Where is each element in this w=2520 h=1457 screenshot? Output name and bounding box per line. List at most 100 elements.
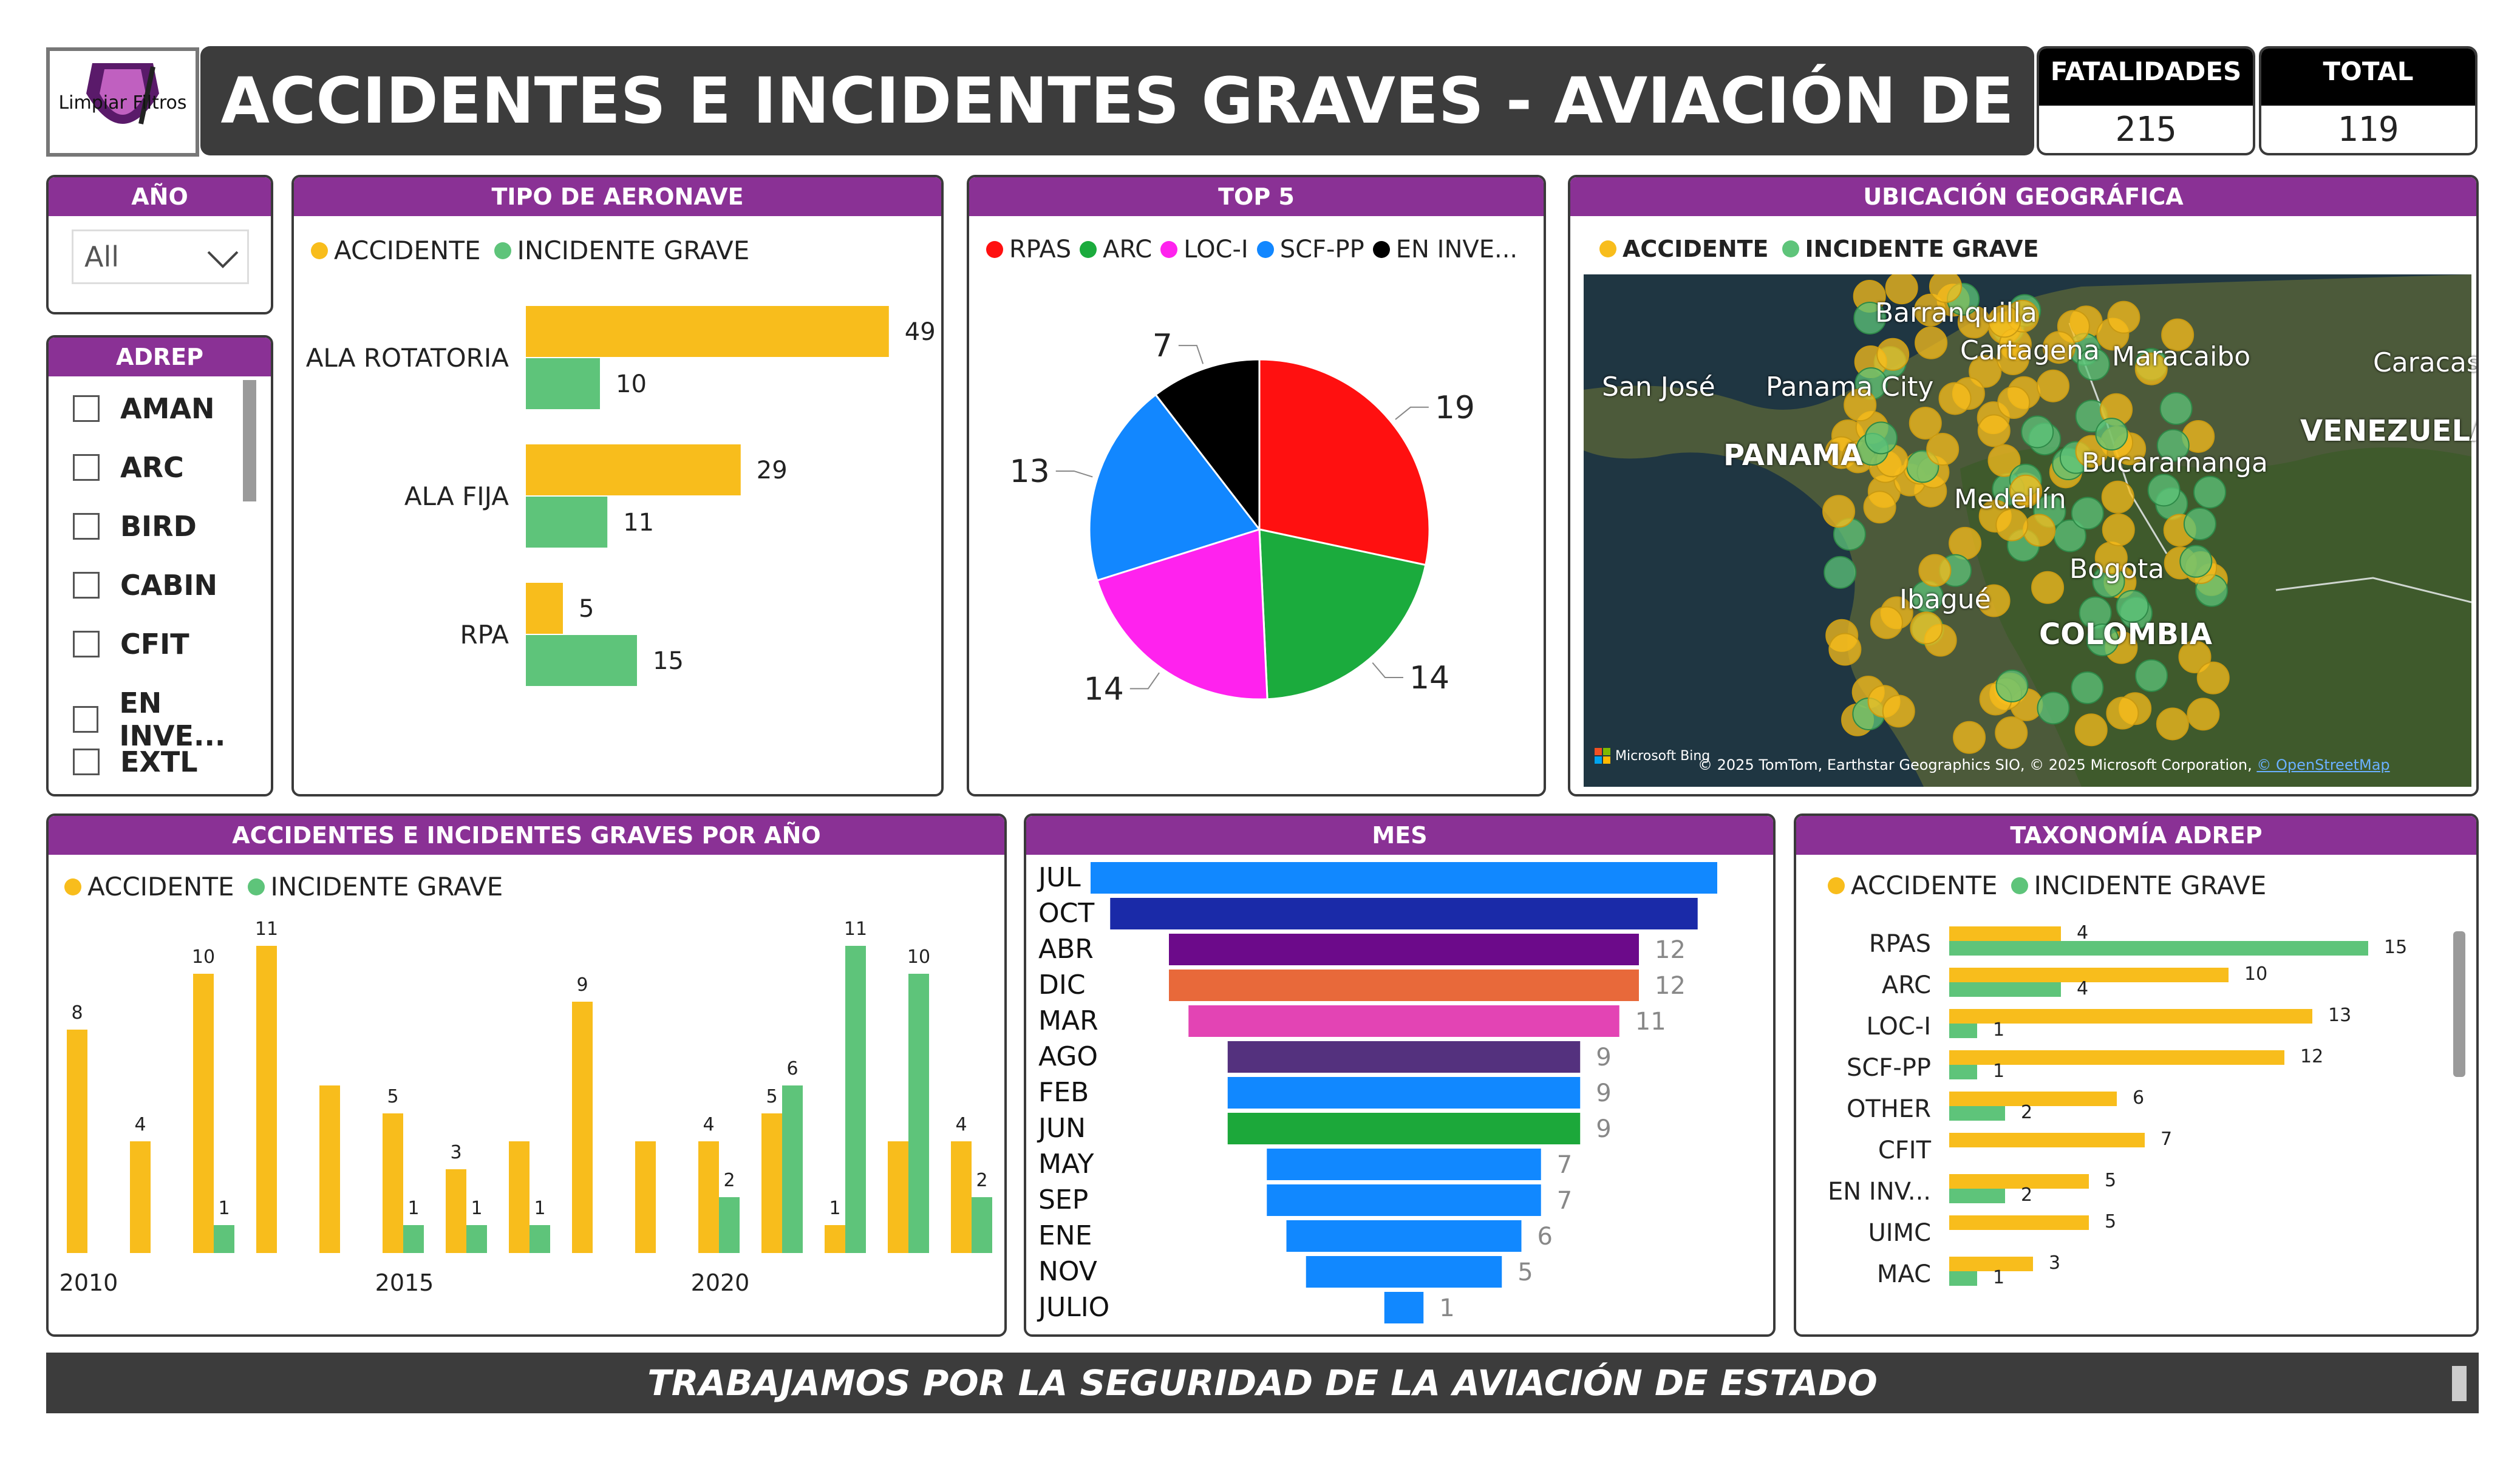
data-label: 9	[576, 974, 588, 996]
map-marker	[2179, 545, 2213, 578]
bar	[1949, 1106, 2005, 1121]
map-view[interactable]	[1584, 274, 2471, 787]
scrollbar[interactable]	[2453, 931, 2465, 1077]
data-label: 12	[2300, 1046, 2323, 1067]
scroll-handle[interactable]	[2452, 1366, 2467, 1401]
map-marker	[2009, 474, 2043, 508]
legend-label: ARC	[1103, 236, 1153, 263]
data-label: 19	[1435, 390, 1475, 426]
bar	[825, 1225, 845, 1253]
year-dropdown[interactable]: All	[72, 229, 249, 284]
bar	[383, 1113, 403, 1253]
adrep-option[interactable]: BIRD	[73, 510, 197, 543]
panel-title: TIPO DE AERONAVE	[294, 177, 941, 216]
checkbox[interactable]	[73, 706, 99, 733]
funnel-bar	[1286, 1220, 1522, 1252]
data-label: 11	[255, 919, 278, 940]
data-label: 13	[1010, 453, 1050, 490]
map-marker	[2071, 497, 2104, 530]
data-label: 2	[2021, 1184, 2032, 1206]
map-marker	[2116, 589, 2149, 623]
adrep-option[interactable]: CFIT	[73, 628, 189, 661]
data-label: 1	[218, 1198, 230, 1219]
map-marker	[1918, 554, 1952, 587]
map-marker	[1926, 433, 1960, 466]
data-label: 49	[905, 318, 936, 346]
checkbox[interactable]	[73, 454, 100, 481]
bar	[526, 583, 563, 634]
legend-item: ACCIDENTE	[64, 872, 234, 902]
openstreetmap-link[interactable]: © OpenStreetMap	[2256, 756, 2390, 773]
bar	[526, 306, 889, 357]
category-label: JULIO	[1037, 1292, 1109, 1323]
adrep-option[interactable]: CABIN	[73, 569, 217, 602]
data-label: 6	[2133, 1087, 2144, 1109]
adrep-option[interactable]: EN INVE...	[73, 687, 271, 752]
leader-line	[1055, 470, 1093, 478]
footer-text: TRABAJAMOS POR LA SEGURIDAD DE LA AVIACI…	[647, 1362, 1878, 1404]
map-marker	[2107, 301, 2140, 334]
map-marker	[2086, 623, 2119, 657]
panel-title: ADREP	[49, 338, 271, 376]
adrep-option[interactable]: EXTL	[73, 745, 198, 778]
adrep-option[interactable]: AMAN	[73, 392, 214, 425]
legend-item: RPAS	[986, 236, 1071, 263]
bar	[466, 1225, 487, 1253]
map-overlay: Barranquilla Cartagena Maracaibo Caracas San…	[1584, 274, 2476, 787]
funnel-bar	[1267, 1184, 1541, 1216]
map-marker	[2193, 475, 2227, 509]
panel-title: AÑO	[49, 177, 271, 216]
map-marker	[2178, 640, 2212, 673]
bar	[1949, 1050, 2284, 1065]
axis-tick-label: 2010	[60, 1269, 118, 1296]
map-marker	[1824, 555, 1857, 589]
bar	[214, 1225, 234, 1253]
category-label: ARC	[1882, 971, 1931, 999]
map-marker	[2101, 480, 2134, 514]
bar	[526, 358, 600, 409]
data-label: 5	[2105, 1170, 2116, 1191]
bar	[908, 974, 929, 1253]
checkbox[interactable]	[73, 631, 100, 657]
data-label: 2	[2021, 1102, 2032, 1123]
legend-dot	[2011, 877, 2028, 894]
scrollbar[interactable]	[243, 380, 256, 501]
map-marker	[1853, 301, 1887, 335]
data-label: 11	[844, 919, 867, 940]
funnel-bar	[1169, 934, 1639, 965]
map-marker	[2021, 415, 2054, 449]
map-marker	[2134, 352, 2168, 385]
panel-title: UBICACIÓN GEOGRÁFICA	[1570, 177, 2476, 216]
checkbox[interactable]	[73, 395, 100, 422]
map-place-label: Panama City	[1766, 372, 1934, 402]
funnel-bar	[1188, 1005, 1619, 1037]
map-place-label: Cartagena	[1960, 335, 2100, 366]
map-marker	[1828, 633, 1862, 666]
map-marker	[2074, 713, 2108, 747]
data-label: 1	[1993, 1267, 2004, 1288]
panel-title: TOP 5	[969, 177, 1544, 216]
legend-dot	[1828, 877, 1845, 894]
bar	[572, 1002, 593, 1253]
map-marker	[1864, 421, 1898, 455]
pie-slice	[1258, 528, 1427, 701]
checkbox[interactable]	[73, 572, 100, 599]
legend-dot	[1599, 240, 1616, 257]
clear-filters-button[interactable]: Limpiar Filtros	[46, 47, 199, 157]
funnel-bar	[1091, 862, 1717, 894]
data-label: 10	[192, 946, 215, 968]
axis-tick-label: 2020	[691, 1269, 750, 1296]
bar	[1949, 982, 2061, 997]
funnel-bar	[1267, 1149, 1541, 1180]
bar	[530, 1225, 550, 1253]
footer-banner: TRABAJAMOS POR LA SEGURIDAD DE LA AVIACI…	[46, 1353, 2479, 1413]
checkbox[interactable]	[73, 513, 100, 540]
bar	[761, 1113, 782, 1253]
category-label: AGO	[1038, 1041, 1098, 1072]
map-marker	[2071, 671, 2104, 704]
tipo-aeronave-panel: TIPO DE AERONAVE ACCIDENTE INCIDENTE GRA…	[291, 175, 944, 796]
bar	[1949, 926, 2061, 941]
adrep-option[interactable]: ARC	[73, 451, 184, 484]
checkbox[interactable]	[73, 749, 100, 775]
